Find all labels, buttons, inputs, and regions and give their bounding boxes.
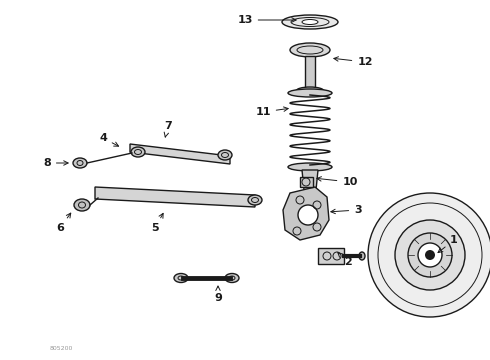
Text: 2: 2: [338, 253, 352, 267]
Ellipse shape: [303, 209, 317, 215]
Polygon shape: [300, 177, 313, 187]
Ellipse shape: [304, 198, 316, 202]
Ellipse shape: [73, 158, 87, 168]
Polygon shape: [302, 170, 318, 200]
Ellipse shape: [225, 274, 239, 283]
FancyBboxPatch shape: [307, 200, 313, 208]
Ellipse shape: [282, 15, 338, 29]
Ellipse shape: [359, 252, 365, 260]
Circle shape: [395, 220, 465, 290]
Text: 5: 5: [151, 213, 163, 233]
Text: 13: 13: [237, 15, 296, 25]
Text: 12: 12: [334, 57, 373, 67]
Polygon shape: [95, 187, 255, 207]
Circle shape: [425, 250, 435, 260]
Text: 11: 11: [255, 107, 288, 117]
Ellipse shape: [218, 150, 232, 160]
FancyBboxPatch shape: [318, 248, 344, 264]
Circle shape: [298, 205, 318, 225]
Text: 7: 7: [164, 121, 172, 137]
Ellipse shape: [131, 147, 145, 157]
Ellipse shape: [302, 19, 318, 24]
Text: 10: 10: [317, 177, 358, 187]
Text: 8: 8: [43, 158, 68, 168]
Ellipse shape: [248, 195, 262, 205]
Text: 4: 4: [99, 133, 119, 146]
Ellipse shape: [74, 199, 90, 211]
Text: 805200: 805200: [50, 346, 74, 351]
Text: 1: 1: [438, 235, 458, 253]
Polygon shape: [130, 144, 230, 164]
Ellipse shape: [296, 87, 324, 95]
Ellipse shape: [288, 89, 332, 97]
Ellipse shape: [174, 274, 188, 283]
Text: 9: 9: [214, 286, 222, 303]
Ellipse shape: [288, 163, 332, 171]
Ellipse shape: [290, 43, 330, 57]
FancyBboxPatch shape: [305, 56, 315, 91]
Text: 6: 6: [56, 213, 71, 233]
Circle shape: [408, 233, 452, 277]
Circle shape: [368, 193, 490, 317]
Polygon shape: [283, 187, 329, 240]
Text: 3: 3: [331, 205, 362, 215]
Circle shape: [418, 243, 442, 267]
